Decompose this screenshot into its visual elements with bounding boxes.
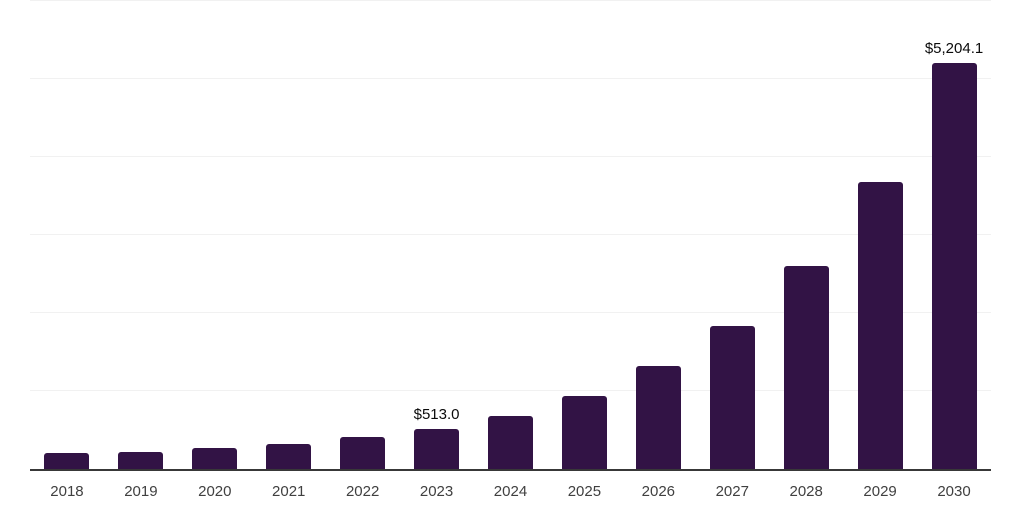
gridlines xyxy=(30,0,991,469)
x-tick-label-2025: 2025 xyxy=(567,483,602,500)
bar-slot-2029 xyxy=(843,1,917,469)
x-tick-label-2020: 2020 xyxy=(198,483,232,500)
gridline-2000 xyxy=(30,312,991,314)
bar-slot-2024 xyxy=(474,1,548,469)
bar-slot-2019 xyxy=(104,1,178,469)
bar-slot-2026 xyxy=(621,1,695,469)
bar-slot-2021 xyxy=(252,1,326,469)
gridline-6000 xyxy=(30,0,991,1)
x-axis-labels: 2018 2019 2020 2021 2022 2023 2024 2025 2026 2027… xyxy=(30,483,991,501)
x-tick-label-2022: 2022 xyxy=(345,483,380,500)
bar-slot-2028 xyxy=(769,1,843,469)
x-tick-label-2021: 2021 xyxy=(272,483,306,500)
bar-2021 xyxy=(266,444,312,469)
bar-2027 xyxy=(709,325,755,469)
bar-slot-2020 xyxy=(178,1,252,469)
bar-2024 xyxy=(487,415,533,469)
bar-slot-2022 xyxy=(326,1,400,469)
bar-2019 xyxy=(118,451,164,469)
bar-2023 xyxy=(414,429,460,469)
bar-value-label-2023: $513.0 xyxy=(413,406,460,423)
bar-2026 xyxy=(635,366,681,469)
x-tick-label-2023: 2023 xyxy=(419,483,454,500)
bar-slot-2025 xyxy=(547,1,621,469)
x-tick-label-2030: 2030 xyxy=(937,483,971,500)
x-tick-label-2019: 2019 xyxy=(124,483,158,500)
bar-slot-2023: $513.0 xyxy=(400,1,474,469)
bar-2028 xyxy=(783,266,829,469)
bar-value-label-2030: $5,204.1 xyxy=(924,40,984,58)
bar-2025 xyxy=(561,396,607,469)
bar-2022 xyxy=(340,437,386,469)
gridline-1000 xyxy=(30,390,991,392)
bar-2030 xyxy=(931,63,977,469)
gridline-5000 xyxy=(30,78,991,79)
gridline-3000 xyxy=(30,234,991,235)
x-tick-label-2018: 2018 xyxy=(50,483,84,500)
bar-2018 xyxy=(44,452,90,469)
gridline-4000 xyxy=(30,156,991,158)
x-tick-label-2024: 2024 xyxy=(493,483,528,500)
x-tick-label-2029: 2029 xyxy=(863,483,897,500)
x-tick-label-2028: 2028 xyxy=(789,483,823,500)
bar-2029 xyxy=(857,181,903,469)
bar-slot-2030: $5,204.1 xyxy=(917,1,991,469)
x-tick-label-2027: 2027 xyxy=(715,483,749,500)
bar-slot-2018 xyxy=(30,1,104,469)
x-tick-label-2026: 2026 xyxy=(641,483,676,500)
bars-container: $513.0 $5,204.1 xyxy=(30,1,991,469)
bar-slot-2027 xyxy=(695,1,769,469)
bar-2020 xyxy=(192,447,238,469)
plot-area: $513.0 $5,204.1 xyxy=(30,0,991,471)
